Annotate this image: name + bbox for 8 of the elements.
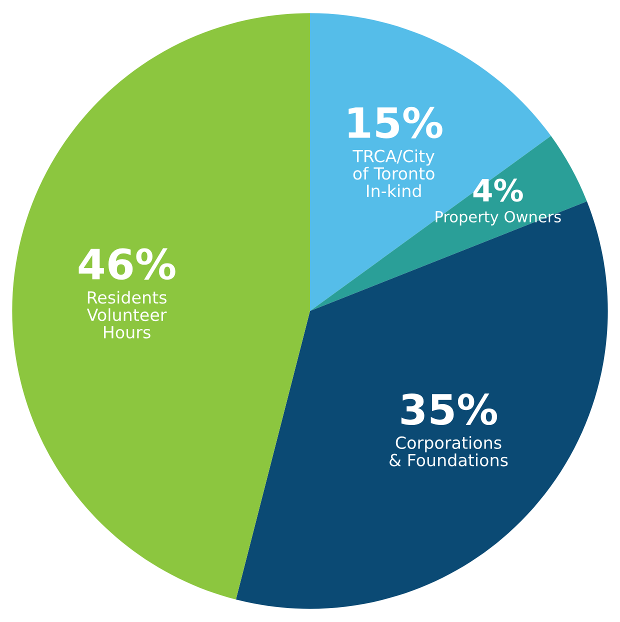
slice-label: Residents Volunteer Hours	[86, 290, 167, 339]
data-label: 35%	[401, 394, 498, 426]
slice-label: TRCA/City of Toronto In-kind	[352, 149, 434, 198]
data-label: 4%	[473, 178, 523, 202]
data-label: 46%	[78, 248, 176, 280]
slice-label: Property Owners	[436, 210, 561, 226]
slice-label: Corporations & Foundations	[390, 436, 508, 466]
data-label: 15%	[348, 106, 442, 138]
